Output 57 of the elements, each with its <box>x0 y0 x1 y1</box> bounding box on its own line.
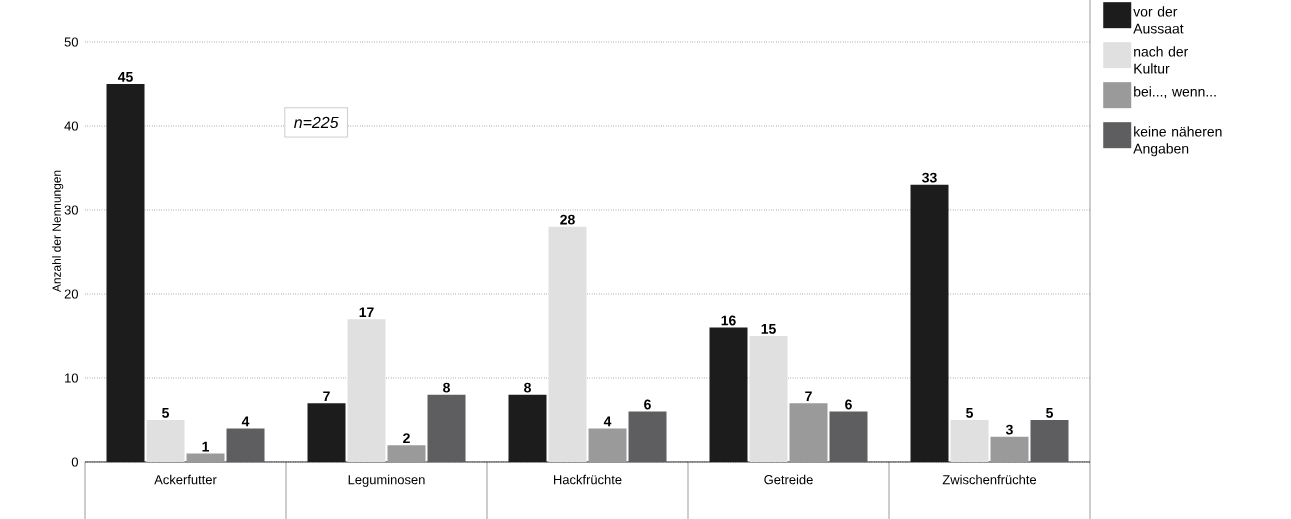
bar <box>106 83 145 462</box>
data-label: 16 <box>721 315 736 326</box>
data-label: 7 <box>805 391 812 401</box>
x-tick-label: Leguminosen <box>348 474 425 487</box>
legend-label: nach der Kultur <box>1134 46 1189 74</box>
data-label: 6 <box>644 399 651 410</box>
bar <box>789 403 828 462</box>
data-label: 5 <box>966 408 973 418</box>
x-tick-label: Ackerfutter <box>154 474 217 485</box>
y-tick-label: 0 <box>71 457 78 467</box>
bar <box>950 419 989 462</box>
x-tick-label: Getreide <box>764 474 813 485</box>
data-label: 7 <box>323 391 330 401</box>
x-tick-label: Hackfrüchte <box>554 474 622 485</box>
legend-label: bei..., wenn... <box>1134 86 1216 99</box>
bar <box>146 419 185 462</box>
data-label: 45 <box>117 72 133 82</box>
bar <box>990 436 1029 462</box>
bar <box>910 184 949 462</box>
data-label: 6 <box>845 399 852 410</box>
x-tick-label: Zwischenfrüchte <box>942 474 1037 485</box>
bar <box>307 403 346 462</box>
data-label: 5 <box>1046 408 1053 418</box>
data-label: 4 <box>603 416 612 427</box>
bar <box>186 453 225 462</box>
data-label: 5 <box>162 408 170 418</box>
y-axis-title: Anzahl der Nennungen <box>52 170 64 293</box>
y-tick-label: 10 <box>65 373 78 383</box>
data-label: 28 <box>560 214 575 225</box>
bar <box>427 394 466 462</box>
y-tick-label: 50 <box>64 37 78 47</box>
bar <box>226 428 265 462</box>
y-tick-label: 30 <box>64 205 78 215</box>
legend-label: vor der Aussaat <box>1133 6 1184 34</box>
y-tick-label: 40 <box>64 121 78 131</box>
bar <box>347 319 386 462</box>
bar <box>1030 419 1069 462</box>
annotation: n=225 <box>294 116 339 129</box>
bar <box>749 335 788 462</box>
data-label: 1 <box>202 441 210 452</box>
data-label: 33 <box>922 172 937 183</box>
bar <box>508 394 547 462</box>
data-label: 15 <box>761 324 776 334</box>
data-label: 17 <box>359 307 374 317</box>
bar <box>709 327 748 462</box>
data-label: 3 <box>1005 424 1013 435</box>
bar <box>628 411 667 462</box>
data-label: 8 <box>443 382 450 393</box>
legend-label: keine näheren Angaben <box>1133 126 1222 157</box>
data-label: 8 <box>524 382 531 393</box>
bar <box>588 428 627 462</box>
y-tick-label: 20 <box>64 289 78 299</box>
bar <box>829 411 868 462</box>
bar <box>548 226 587 462</box>
data-label: 2 <box>403 433 410 443</box>
bar <box>387 445 426 462</box>
data-label: 4 <box>241 416 250 427</box>
